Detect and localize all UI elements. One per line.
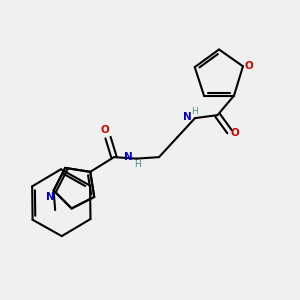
Text: N: N — [124, 152, 133, 162]
Text: N: N — [46, 192, 55, 202]
Text: O: O — [244, 61, 253, 71]
Text: O: O — [231, 128, 240, 138]
Text: N: N — [183, 112, 191, 122]
Text: H: H — [191, 107, 198, 116]
Text: H: H — [135, 160, 141, 169]
Text: O: O — [100, 124, 109, 135]
